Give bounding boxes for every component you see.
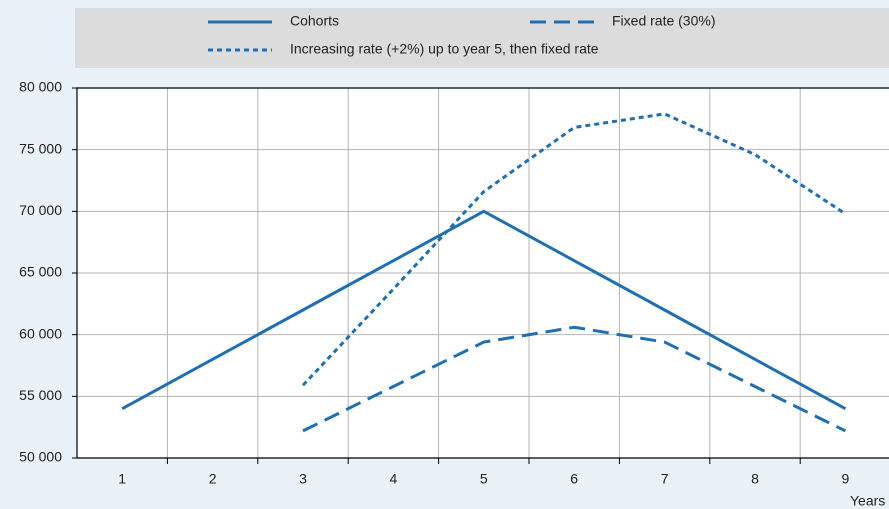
x-tick-label: 5 (480, 471, 488, 487)
x-tick-label: 2 (209, 471, 217, 487)
y-tick-label: 65 000 (19, 264, 62, 280)
x-tick-label: 7 (661, 471, 669, 487)
y-tick-label: 75 000 (19, 140, 62, 156)
x-tick-label: 6 (570, 471, 578, 487)
x-tick-label: 8 (751, 471, 759, 487)
y-tick-label: 70 000 (19, 202, 62, 218)
legend-label: Fixed rate (30%) (612, 13, 715, 29)
plot-border (76, 87, 889, 459)
y-tick-label: 80 000 (19, 79, 62, 95)
x-tick-label: 3 (299, 471, 307, 487)
y-tick-label: 55 000 (19, 387, 62, 403)
legend-label: Increasing rate (+2%) up to year 5, then… (290, 41, 599, 57)
y-tick-label: 50 000 (19, 449, 62, 465)
series-line (302, 325, 847, 433)
series-line (121, 209, 847, 410)
y-tick-label: 60 000 (19, 325, 62, 341)
x-tick-label: 4 (390, 471, 398, 487)
legend-label: Cohorts (290, 13, 339, 29)
legend-box (75, 8, 889, 68)
x-tick-label: 1 (118, 471, 126, 487)
x-tick-label: 9 (842, 471, 850, 487)
x-axis-label: Years (850, 493, 885, 509)
